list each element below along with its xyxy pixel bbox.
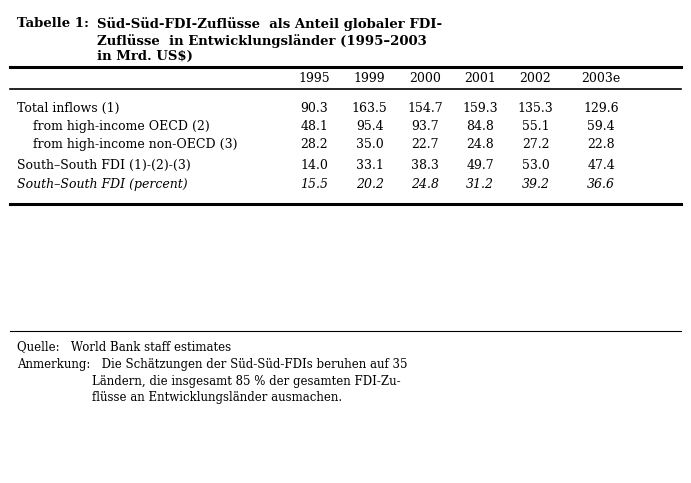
Text: 15.5: 15.5 <box>301 178 328 191</box>
Text: 33.1: 33.1 <box>356 159 384 171</box>
Text: 24.8: 24.8 <box>466 139 494 151</box>
Text: 24.8: 24.8 <box>411 178 439 191</box>
Text: Total inflows (1): Total inflows (1) <box>17 102 120 115</box>
Text: 53.0: 53.0 <box>522 159 549 171</box>
Text: 1995: 1995 <box>299 72 330 85</box>
Text: 163.5: 163.5 <box>352 102 388 115</box>
Text: Ländern, die insgesamt 85 % der gesamten FDI-Zu-: Ländern, die insgesamt 85 % der gesamten… <box>17 375 401 388</box>
Text: 129.6: 129.6 <box>583 102 619 115</box>
Text: Anmerkung:   Die Schätzungen der Süd-Süd-FDIs beruhen auf 35: Anmerkung: Die Schätzungen der Süd-Süd-F… <box>17 358 408 371</box>
Text: 39.2: 39.2 <box>522 178 549 191</box>
Text: 135.3: 135.3 <box>518 102 553 115</box>
Text: 28.2: 28.2 <box>301 139 328 151</box>
Text: 47.4: 47.4 <box>587 159 615 171</box>
Text: Zuflüsse  in Entwicklungsländer (1995–2003: Zuflüsse in Entwicklungsländer (1995–200… <box>97 34 426 48</box>
Text: 35.0: 35.0 <box>356 139 384 151</box>
Text: Quelle:   World Bank staff estimates: Quelle: World Bank staff estimates <box>17 341 231 354</box>
Text: 1999: 1999 <box>354 72 386 85</box>
Text: 2003e: 2003e <box>582 72 621 85</box>
Text: flüsse an Entwicklungsländer ausmachen.: flüsse an Entwicklungsländer ausmachen. <box>17 391 343 404</box>
Text: 48.1: 48.1 <box>301 120 328 133</box>
Text: 36.6: 36.6 <box>587 178 615 191</box>
Text: 2001: 2001 <box>464 72 496 85</box>
Text: 84.8: 84.8 <box>466 120 494 133</box>
Text: in Mrd. US$): in Mrd. US$) <box>97 50 193 63</box>
Text: 27.2: 27.2 <box>522 139 549 151</box>
Text: 59.4: 59.4 <box>587 120 615 133</box>
Text: 2002: 2002 <box>520 72 551 85</box>
Text: Tabelle 1:: Tabelle 1: <box>17 17 89 30</box>
Text: from high-income OECD (2): from high-income OECD (2) <box>17 120 210 133</box>
Text: 22.8: 22.8 <box>587 139 615 151</box>
Text: 90.3: 90.3 <box>301 102 328 115</box>
Text: 38.3: 38.3 <box>411 159 439 171</box>
Text: from high-income non-OECD (3): from high-income non-OECD (3) <box>17 139 238 151</box>
Text: 55.1: 55.1 <box>522 120 549 133</box>
Text: 93.7: 93.7 <box>411 120 439 133</box>
Text: South–South FDI (1)-(2)-(3): South–South FDI (1)-(2)-(3) <box>17 159 191 171</box>
Text: 159.3: 159.3 <box>462 102 498 115</box>
Text: 31.2: 31.2 <box>466 178 494 191</box>
Text: 154.7: 154.7 <box>407 102 443 115</box>
Text: 49.7: 49.7 <box>466 159 494 171</box>
Text: Süd-Süd-FDI-Zuflüsse  als Anteil globaler FDI-: Süd-Süd-FDI-Zuflüsse als Anteil globaler… <box>97 17 442 31</box>
Text: South–South FDI (percent): South–South FDI (percent) <box>17 178 188 191</box>
Text: 95.4: 95.4 <box>356 120 384 133</box>
Text: 22.7: 22.7 <box>411 139 439 151</box>
Text: 14.0: 14.0 <box>301 159 328 171</box>
Text: 2000: 2000 <box>409 72 441 85</box>
Text: 20.2: 20.2 <box>356 178 384 191</box>
